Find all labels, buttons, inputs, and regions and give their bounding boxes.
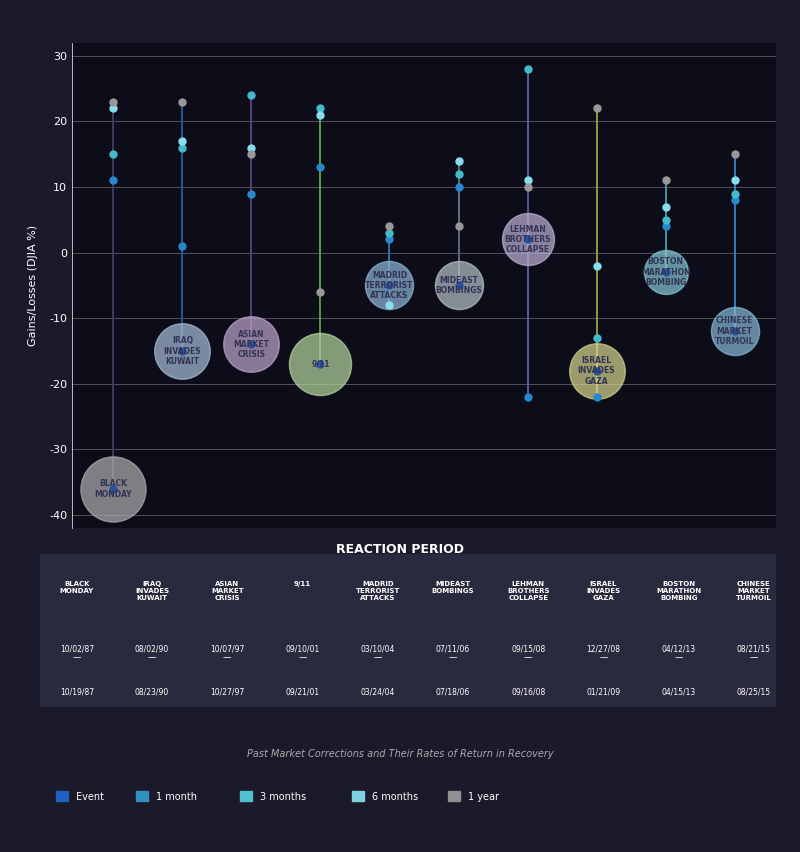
- Text: ASIAN
MARKET
CRISIS: ASIAN MARKET CRISIS: [211, 581, 244, 602]
- Text: ISRAEL
INVADES
GAZA: ISRAEL INVADES GAZA: [586, 581, 621, 602]
- Text: BLACK
MONDAY: BLACK MONDAY: [60, 581, 94, 595]
- Text: 09/15/08: 09/15/08: [511, 644, 546, 653]
- Text: 08/23/90: 08/23/90: [135, 688, 169, 696]
- Text: 07/11/06: 07/11/06: [436, 644, 470, 653]
- Text: CHINESE
MARKET
TURMOIL: CHINESE MARKET TURMOIL: [715, 316, 754, 346]
- Point: [383, 279, 396, 292]
- Text: 09/16/08: 09/16/08: [511, 688, 546, 696]
- Text: —: —: [524, 653, 533, 663]
- Text: 01/21/09: 01/21/09: [586, 688, 621, 696]
- Text: 10/27/97: 10/27/97: [210, 688, 244, 696]
- Text: Past Market Corrections and Their Rates of Return in Recovery: Past Market Corrections and Their Rates …: [246, 749, 554, 759]
- Point: [245, 337, 258, 351]
- Text: 08/25/15: 08/25/15: [737, 688, 771, 696]
- Text: 04/15/13: 04/15/13: [662, 688, 696, 696]
- Point: [728, 325, 741, 338]
- Y-axis label: Gains/Losses (DJIA %): Gains/Losses (DJIA %): [28, 225, 38, 346]
- Text: —: —: [73, 653, 81, 663]
- Text: 07/18/06: 07/18/06: [436, 688, 470, 696]
- Text: 6 months: 6 months: [372, 792, 418, 802]
- Point: [590, 364, 603, 377]
- Text: —: —: [374, 653, 382, 663]
- Text: 09/10/01: 09/10/01: [286, 644, 320, 653]
- Point: [176, 344, 189, 358]
- Text: Event: Event: [76, 792, 104, 802]
- Text: CHINESE
MARKET
TURMOIL: CHINESE MARKET TURMOIL: [736, 581, 772, 602]
- Point: [521, 233, 534, 246]
- Text: 08/02/90: 08/02/90: [135, 644, 169, 653]
- Text: 3 months: 3 months: [260, 792, 306, 802]
- Text: MADRID
TERRORIST
ATTACKS: MADRID TERRORIST ATTACKS: [366, 271, 414, 300]
- Text: 04/12/13: 04/12/13: [662, 644, 696, 653]
- Text: —: —: [674, 653, 683, 663]
- Text: —: —: [750, 653, 758, 663]
- Text: 12/27/08: 12/27/08: [586, 644, 621, 653]
- Text: MADRID
TERRORIST
ATTACKS: MADRID TERRORIST ATTACKS: [355, 581, 400, 602]
- Text: 10/02/87: 10/02/87: [60, 644, 94, 653]
- Text: MIDEAST
BOMBINGS: MIDEAST BOMBINGS: [432, 581, 474, 595]
- Text: —: —: [449, 653, 457, 663]
- Text: BOSTON
MARATHON
BOMBING: BOSTON MARATHON BOMBING: [656, 581, 702, 602]
- Text: IRAQ
INVADES
KUWAIT: IRAQ INVADES KUWAIT: [164, 337, 202, 366]
- Text: 10/07/97: 10/07/97: [210, 644, 245, 653]
- Text: —: —: [223, 653, 231, 663]
- Text: 03/24/04: 03/24/04: [361, 688, 395, 696]
- Text: —: —: [298, 653, 306, 663]
- Point: [107, 482, 120, 496]
- Text: 03/10/04: 03/10/04: [361, 644, 395, 653]
- Text: REACTION PERIOD: REACTION PERIOD: [336, 543, 464, 556]
- Text: —: —: [148, 653, 156, 663]
- Text: BOSTON
MARATHON
BOMBING: BOSTON MARATHON BOMBING: [641, 257, 690, 287]
- Text: 9/11: 9/11: [311, 360, 330, 369]
- Text: LEHMAN
BROTHERS
COLLAPSE: LEHMAN BROTHERS COLLAPSE: [507, 581, 550, 602]
- Text: LEHMAN
BROTHERS
COLLAPSE: LEHMAN BROTHERS COLLAPSE: [504, 225, 550, 255]
- Text: 09/21/01: 09/21/01: [286, 688, 319, 696]
- Text: 1 month: 1 month: [156, 792, 197, 802]
- Point: [659, 266, 672, 279]
- Point: [314, 357, 327, 371]
- Text: BLACK
MONDAY: BLACK MONDAY: [94, 479, 132, 498]
- Text: ASIAN
MARKET
CRISIS: ASIAN MARKET CRISIS: [234, 330, 270, 360]
- Text: 08/21/15: 08/21/15: [737, 644, 771, 653]
- Text: MIDEAST
BOMBINGS: MIDEAST BOMBINGS: [435, 276, 482, 295]
- Text: 10/19/87: 10/19/87: [60, 688, 94, 696]
- Point: [452, 279, 465, 292]
- FancyBboxPatch shape: [40, 554, 776, 707]
- Text: —: —: [599, 653, 608, 663]
- Text: ISRAEL
INVADES
GAZA: ISRAEL INVADES GAZA: [578, 356, 615, 386]
- Text: 1 year: 1 year: [468, 792, 499, 802]
- Text: IRAQ
INVADES
KUWAIT: IRAQ INVADES KUWAIT: [135, 581, 169, 602]
- Text: 9/11: 9/11: [294, 581, 311, 587]
